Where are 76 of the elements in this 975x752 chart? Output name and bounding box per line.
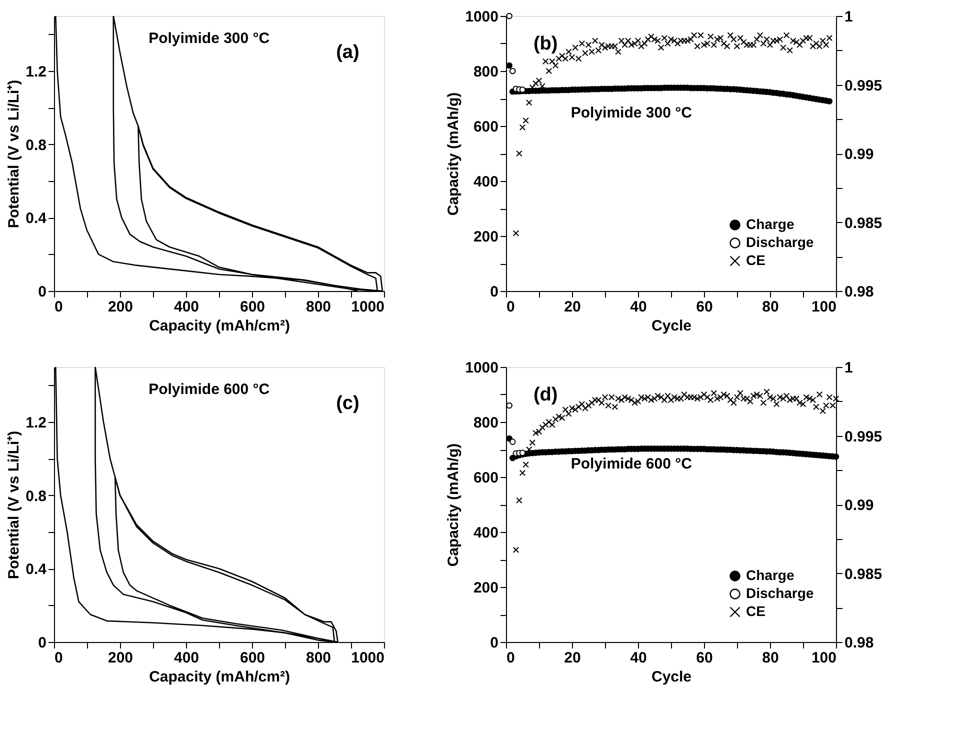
y-tick-label: 200 xyxy=(473,580,498,596)
y-tick-label: 0 xyxy=(490,634,498,652)
x-axis-title: Cycle xyxy=(651,318,692,334)
x-axis-title: Capacity (mAh/cm²) xyxy=(149,668,290,686)
y-tick-label: 1.2 xyxy=(26,64,46,80)
y-axis-title: Potential (V vs Li/Li⁺) xyxy=(6,80,23,228)
legend-label: CE xyxy=(746,603,766,619)
y-tick-label: 0.8 xyxy=(26,136,46,154)
y-tick-label: 1000 xyxy=(465,8,498,26)
x-tick-label: 80 xyxy=(762,650,779,666)
y-tick-label: 400 xyxy=(473,524,498,542)
legend-label: Discharge xyxy=(746,234,814,250)
y-tick-label: 0.8 xyxy=(26,488,46,505)
y-tick-label: 1000 xyxy=(465,360,498,376)
x-tick-label: 100 xyxy=(811,298,836,316)
y-tick-label: 600 xyxy=(473,470,498,486)
y-tick-label: 0 xyxy=(490,284,498,300)
annotation: Polyimide 600 °C xyxy=(570,455,692,472)
annotation: (a) xyxy=(336,42,360,63)
y2-tick-label: 0.995 xyxy=(844,428,882,446)
x-tick-label: 800 xyxy=(306,650,332,666)
annotation: (c) xyxy=(336,392,360,414)
annotation: (b) xyxy=(533,34,558,54)
y2-tick-label: 0.985 xyxy=(844,214,882,232)
y2-tick-label: 0.99 xyxy=(844,497,874,514)
legend-label: Charge xyxy=(746,216,794,232)
x-tick-label: 80 xyxy=(762,298,779,316)
y-tick-label: 0 xyxy=(38,634,46,652)
x-tick-label: 200 xyxy=(108,650,134,666)
annotation: Polyimide 300 °C xyxy=(148,30,270,47)
legend-label: CE xyxy=(746,252,766,268)
annotation: Polyimide 300 °C xyxy=(570,104,692,122)
x-axis-title: Cycle xyxy=(651,668,692,686)
y-tick-label: 0.4 xyxy=(26,210,48,228)
x-tick-label: 40 xyxy=(630,298,647,316)
y-tick-label: 0.4 xyxy=(26,561,48,578)
annotation: (d) xyxy=(533,384,558,406)
y-axis-title: Capacity (mAh/g) xyxy=(445,443,462,567)
x-tick-label: 400 xyxy=(174,298,200,316)
x-tick-label: 40 xyxy=(630,650,647,666)
x-axis-title: Capacity (mAh/cm²) xyxy=(149,318,290,334)
x-tick-label: 60 xyxy=(696,650,713,666)
x-tick-label: 0 xyxy=(54,650,63,666)
y-tick-label: 1.2 xyxy=(26,414,46,432)
y-axis-title: Potential (V vs Li/Li⁺) xyxy=(6,430,23,580)
x-tick-label: 600 xyxy=(240,298,266,316)
y-tick-label: 600 xyxy=(473,118,498,136)
y-tick-label: 400 xyxy=(473,174,498,190)
y-tick-label: 800 xyxy=(473,64,498,80)
y2-tick-label: 1 xyxy=(844,8,853,26)
y-tick-label: 0 xyxy=(38,284,46,300)
x-tick-label: 200 xyxy=(108,298,134,316)
y-tick-label: 800 xyxy=(473,414,498,432)
x-tick-label: 0 xyxy=(506,650,515,666)
annotation: Polyimide 600 °C xyxy=(148,381,270,398)
y-tick-label: 200 xyxy=(473,228,498,246)
x-tick-label: 1000 xyxy=(351,298,384,316)
x-tick-label: 0 xyxy=(506,298,515,316)
x-tick-label: 400 xyxy=(174,650,200,666)
y2-tick-label: 0.98 xyxy=(844,634,874,652)
x-tick-label: 600 xyxy=(240,650,266,666)
y2-tick-label: 0.985 xyxy=(844,566,882,583)
x-tick-label: 100 xyxy=(811,650,836,666)
legend-label: Discharge xyxy=(746,585,814,601)
x-tick-label: 60 xyxy=(696,298,713,316)
x-tick-label: 1000 xyxy=(351,650,384,666)
y-axis-title: Capacity (mAh/g) xyxy=(445,92,462,216)
x-tick-label: 0 xyxy=(54,298,63,316)
x-tick-label: 800 xyxy=(306,298,332,316)
legend-label: Charge xyxy=(746,567,794,583)
y2-tick-label: 0.995 xyxy=(844,77,882,94)
y2-tick-label: 1 xyxy=(844,360,853,376)
y2-tick-label: 0.99 xyxy=(844,146,874,163)
x-tick-label: 20 xyxy=(564,650,581,666)
y2-tick-label: 0.98 xyxy=(844,284,874,300)
x-tick-label: 20 xyxy=(564,298,581,316)
